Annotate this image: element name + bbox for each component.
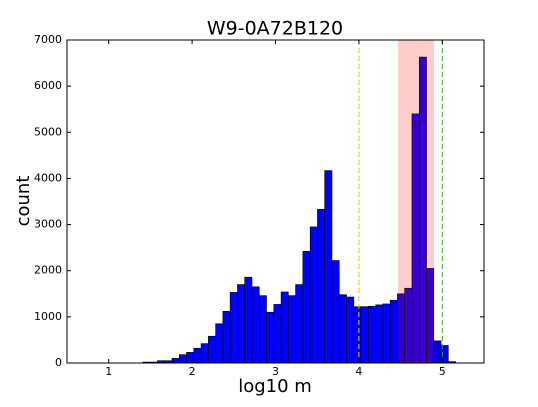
chart-title: W9-0A72B120 bbox=[207, 18, 343, 40]
bar bbox=[273, 304, 282, 364]
bar bbox=[288, 295, 296, 364]
bar bbox=[251, 286, 260, 364]
bar bbox=[324, 170, 333, 364]
bar bbox=[186, 352, 195, 364]
x-axis-label: log10 m bbox=[238, 376, 312, 397]
y-tick-label: 0 bbox=[55, 356, 62, 369]
y-axis-label: count bbox=[13, 176, 34, 227]
x-tick-label: 2 bbox=[189, 365, 196, 378]
bar bbox=[266, 311, 275, 364]
bar bbox=[208, 335, 216, 364]
bar bbox=[346, 296, 355, 364]
x-tick-label: 4 bbox=[355, 365, 362, 378]
bar bbox=[360, 306, 369, 364]
y-tick-label: 1000 bbox=[34, 310, 62, 323]
bar bbox=[331, 260, 340, 364]
bar bbox=[302, 251, 311, 364]
y-tick-label: 6000 bbox=[34, 79, 62, 92]
bar bbox=[353, 306, 362, 364]
x-tick-label: 1 bbox=[105, 365, 112, 378]
bar bbox=[237, 284, 246, 364]
bar bbox=[215, 323, 224, 364]
bar bbox=[433, 340, 442, 364]
bar bbox=[375, 304, 384, 364]
y-tick-label: 5000 bbox=[34, 125, 62, 138]
highlight-span bbox=[398, 40, 434, 363]
bar bbox=[229, 292, 238, 364]
bar bbox=[193, 347, 202, 364]
bar bbox=[178, 354, 187, 364]
y-tick-label: 4000 bbox=[34, 171, 62, 184]
bar bbox=[258, 295, 267, 364]
bar bbox=[389, 299, 398, 364]
bar bbox=[338, 294, 347, 364]
bar bbox=[368, 305, 376, 364]
bar bbox=[222, 311, 231, 364]
bar bbox=[200, 343, 209, 364]
bar bbox=[244, 276, 253, 364]
bar bbox=[317, 209, 326, 364]
y-tick-label: 2000 bbox=[34, 264, 62, 277]
bar bbox=[309, 226, 318, 364]
bar bbox=[295, 284, 304, 364]
bar bbox=[382, 303, 391, 364]
bar bbox=[280, 291, 289, 364]
y-tick-label: 7000 bbox=[34, 33, 62, 46]
bar bbox=[171, 358, 180, 364]
x-tick-label: 5 bbox=[439, 365, 446, 378]
x-tick-label: 3 bbox=[272, 365, 279, 378]
y-tick-label: 3000 bbox=[34, 218, 62, 231]
